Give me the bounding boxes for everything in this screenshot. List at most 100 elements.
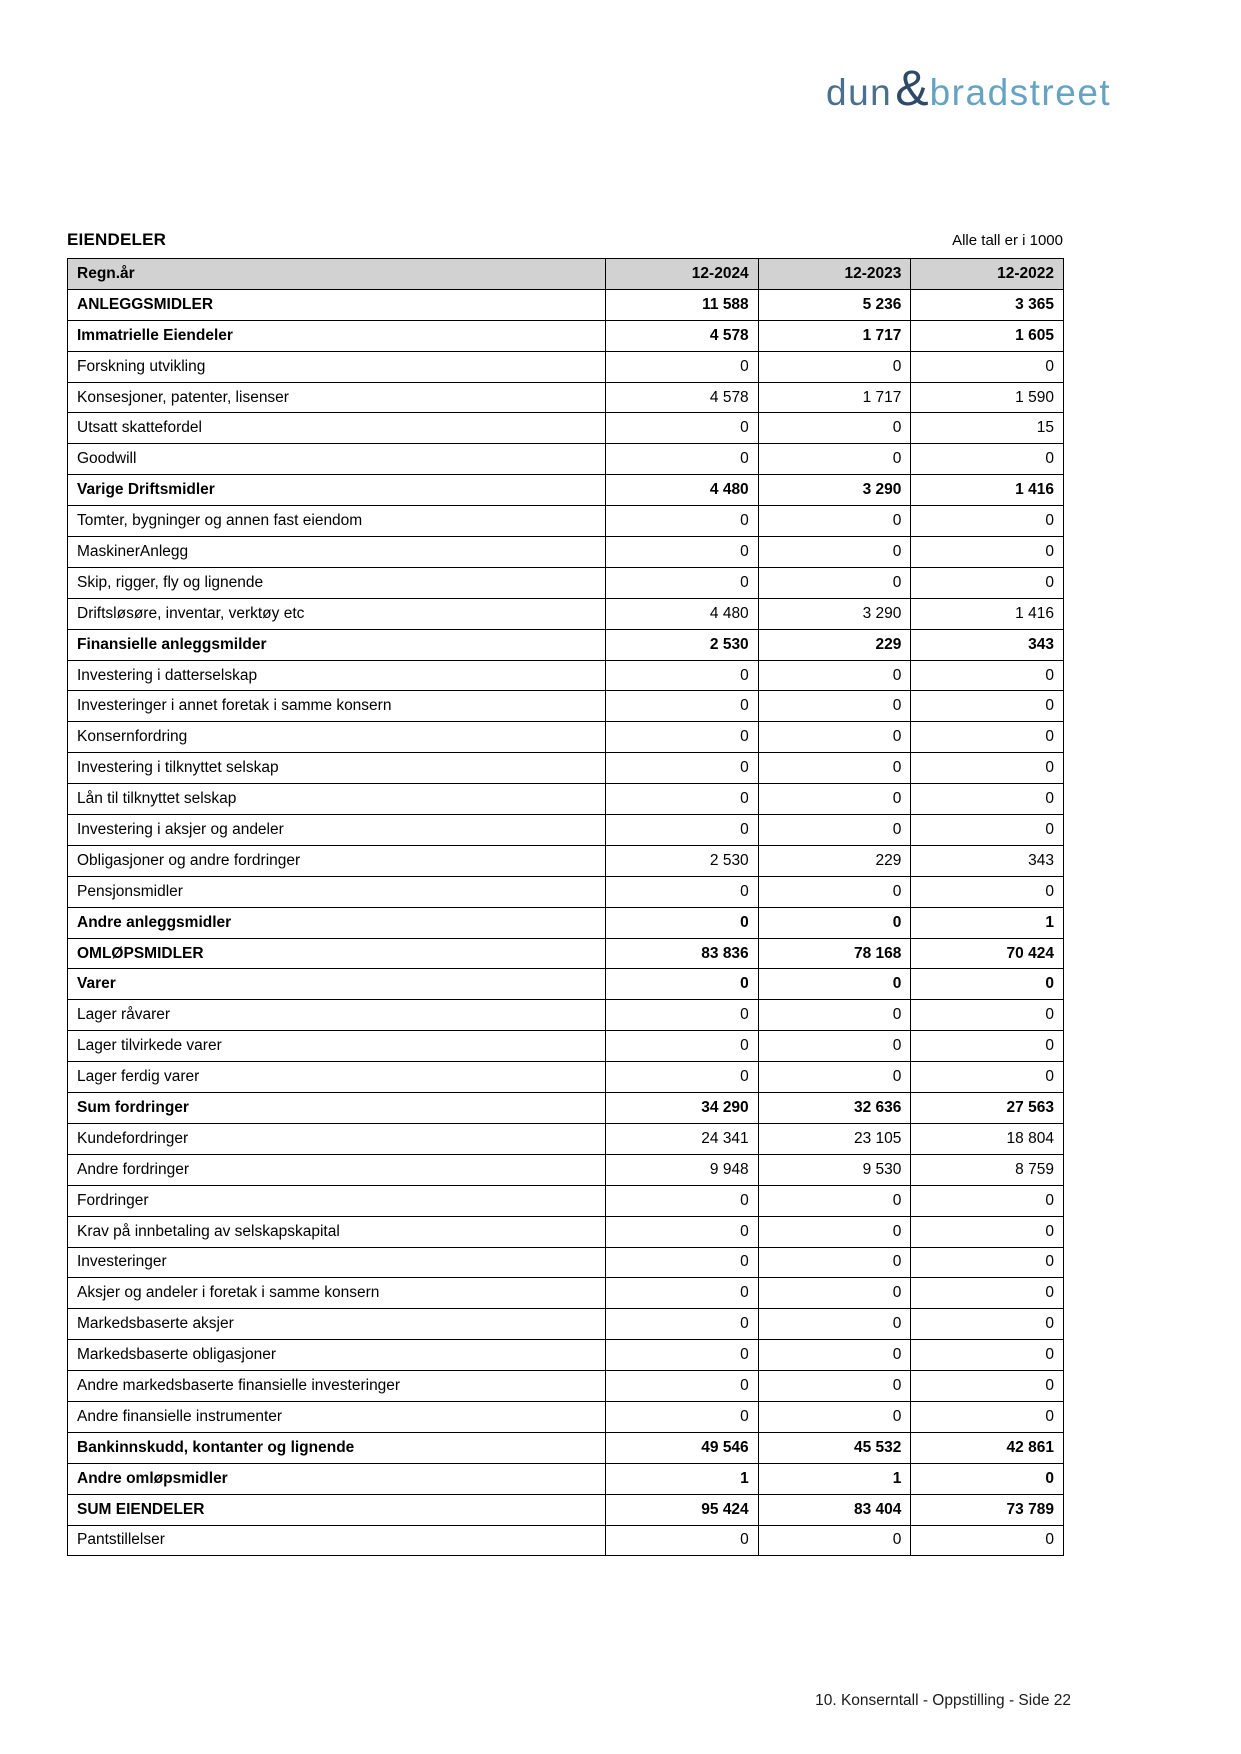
row-value: 78 168 (757, 937, 912, 970)
row-value: 0 (605, 536, 759, 568)
logo-text-bradstreet: bradstreet (929, 71, 1112, 113)
row-value: 0 (757, 814, 912, 846)
table-row: Investeringer 0 0 0 (67, 1246, 1064, 1279)
row-label: Skip, rigger, fly og lignende (67, 566, 606, 599)
row-value: 0 (910, 1246, 1064, 1279)
row-label: Konsesjoner, patenter, lisenser (67, 381, 606, 414)
row-value: 15 (910, 412, 1064, 445)
page-title: EIENDELER (67, 230, 167, 249)
header-line: EIENDELER Alle tall er i 1000 (67, 230, 1063, 250)
row-value: 0 (605, 968, 759, 1001)
row-value: 0 (910, 1339, 1064, 1372)
row-value: 0 (757, 1061, 912, 1094)
row-label: Konsernfordring (67, 721, 606, 754)
row-value: 70 424 (910, 937, 1064, 970)
row-value: 11 588 (605, 288, 759, 321)
table-row: Lager råvarer 0 0 0 (67, 999, 1064, 1032)
table-row: Konsesjoner, patenter, lisenser 4 578 1 71… (67, 381, 1064, 414)
row-label: Markedsbaserte obligasjoner (67, 1339, 606, 1372)
table-row: Krav på innbetaling av selskapskapital 0 0… (67, 1215, 1064, 1248)
row-value: 0 (910, 721, 1064, 754)
row-value: 0 (910, 1030, 1064, 1063)
row-value: 73 789 (910, 1493, 1064, 1526)
row-value: 1 (605, 1462, 759, 1495)
row-value: 0 (910, 875, 1064, 908)
row-value: 23 105 (757, 1122, 912, 1155)
row-value: 0 (910, 1308, 1064, 1341)
row-value: 1 717 (757, 381, 912, 414)
table-row: Varer 0 0 0 (67, 968, 1064, 1001)
row-value: 0 (910, 1524, 1064, 1557)
row-label: Krav på innbetaling av selskapskapital (67, 1215, 606, 1248)
row-value: 0 (757, 659, 912, 692)
row-label: Investering i datterselskap (67, 659, 606, 692)
row-label: Kundefordringer (67, 1122, 606, 1155)
row-value: 0 (757, 1400, 912, 1433)
row-value: 0 (757, 1030, 912, 1063)
row-value: 3 290 (757, 474, 912, 507)
row-label: MaskinerAnlegg (67, 536, 606, 568)
row-label: Driftsløsøre, inventar, verktøy etc (67, 597, 606, 630)
row-value: 0 (910, 1215, 1064, 1248)
table-row: Kundefordringer 24 341 23 105 18 804 (67, 1122, 1064, 1155)
row-value: 0 (757, 906, 912, 939)
table-row: Obligasjoner og andre fordringer 2 530 229… (67, 844, 1064, 877)
row-value: 27 563 (910, 1092, 1064, 1124)
row-value: 0 (605, 1215, 759, 1248)
column-header-2024: 12-2024 (605, 258, 759, 290)
row-value: 0 (605, 875, 759, 908)
row-value: 0 (757, 350, 912, 383)
units-note: Alle tall er i 1000 (952, 232, 1063, 249)
row-label: Sum fordringer (67, 1092, 606, 1124)
row-label: Investering i tilknyttet selskap (67, 752, 606, 785)
row-value: 0 (910, 1462, 1064, 1495)
row-value: 0 (910, 814, 1064, 846)
row-value: 0 (605, 906, 759, 939)
row-label: Andre markedsbaserte finansielle investe… (67, 1370, 606, 1402)
row-value: 0 (605, 566, 759, 599)
row-value: 0 (605, 350, 759, 383)
table-row: Andre fordringer 9 948 9 530 8 759 (67, 1153, 1064, 1186)
row-value: 0 (910, 783, 1064, 816)
table-row: Finansielle anleggsmilder 2 530 229 343 (67, 628, 1064, 661)
table-row: Investeringer i annet foretak i samme ko… (67, 690, 1064, 723)
row-value: 0 (757, 443, 912, 476)
row-label: Obligasjoner og andre fordringer (67, 844, 606, 877)
row-value: 0 (910, 1061, 1064, 1094)
row-value: 0 (757, 752, 912, 785)
row-value: 0 (605, 505, 759, 538)
row-label: Andre omløpsmidler (67, 1462, 606, 1495)
row-value: 0 (910, 752, 1064, 785)
table-row: Skip, rigger, fly og lignende 0 0 0 (67, 566, 1064, 599)
row-value: 0 (757, 1184, 912, 1217)
row-value: 9 530 (757, 1153, 912, 1186)
row-label: Markedsbaserte aksjer (67, 1308, 606, 1341)
table-body: ANLEGGSMIDLER 11 588 5 236 3 365 Immatrielle… (67, 288, 1064, 1557)
row-value: 0 (605, 814, 759, 846)
row-value: 0 (910, 999, 1064, 1032)
table-row: Markedsbaserte obligasjoner 0 0 0 (67, 1339, 1064, 1372)
row-label: Immatrielle Eiendeler (67, 319, 606, 352)
row-value: 0 (605, 999, 759, 1032)
row-value: 0 (757, 536, 912, 568)
row-value: 0 (605, 443, 759, 476)
row-value: 0 (757, 1339, 912, 1372)
row-value: 0 (910, 536, 1064, 568)
table-row: Andre markedsbaserte finansielle investe… (67, 1370, 1064, 1402)
row-label: Andre fordringer (67, 1153, 606, 1186)
logo-text-dun: dun (826, 71, 893, 113)
table-row: SUM EIENDELER 95 424 83 404 73 789 (67, 1493, 1064, 1526)
table-row: Immatrielle Eiendeler 4 578 1 717 1 605 (67, 319, 1064, 352)
row-label: Investering i aksjer og andeler (67, 814, 606, 846)
row-value: 2 530 (605, 628, 759, 661)
row-label: Andre anleggsmidler (67, 906, 606, 939)
dun-bradstreet-logo: dun & bradstreet (826, 63, 1112, 116)
row-label: Investeringer i annet foretak i samme ko… (67, 690, 606, 723)
row-value: 0 (757, 690, 912, 723)
row-value: 229 (757, 628, 912, 661)
row-value: 1 (757, 1462, 912, 1495)
table-row: Konsernfordring 0 0 0 (67, 721, 1064, 754)
row-value: 0 (605, 1061, 759, 1094)
row-value: 0 (605, 721, 759, 754)
table-row: Investering i aksjer og andeler 0 0 0 (67, 814, 1064, 846)
